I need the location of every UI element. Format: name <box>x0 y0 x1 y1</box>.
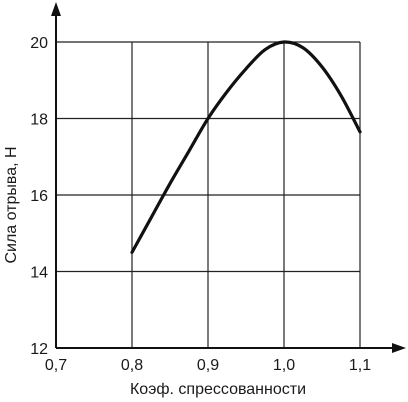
series-line <box>130 40 362 254</box>
y-axis-label: Сила отрыва, Н <box>3 146 20 263</box>
grid <box>56 41 361 348</box>
axes <box>51 2 406 353</box>
y-tick-label: 18 <box>30 112 48 129</box>
x-tick-label: 1,1 <box>349 357 371 374</box>
y-tick-label: 20 <box>30 35 48 52</box>
x-tick-label: 1,0 <box>273 357 295 374</box>
x-axis-label: Коэф. спрессованности <box>130 381 306 398</box>
tick-labels: 0,7 0,8 0,9 1,0 1,1 12 14 16 18 20 <box>30 35 371 374</box>
y-tick-label: 14 <box>30 265 48 282</box>
y-axis-arrow-icon <box>51 2 61 16</box>
x-tick-label: 0,7 <box>45 357 67 374</box>
series <box>130 40 362 254</box>
x-tick-label: 0,8 <box>121 357 143 374</box>
x-tick-label: 0,9 <box>197 357 219 374</box>
x-axis-arrow-icon <box>392 343 406 353</box>
y-tick-label: 16 <box>30 188 48 205</box>
y-tick-label: 12 <box>30 341 48 358</box>
